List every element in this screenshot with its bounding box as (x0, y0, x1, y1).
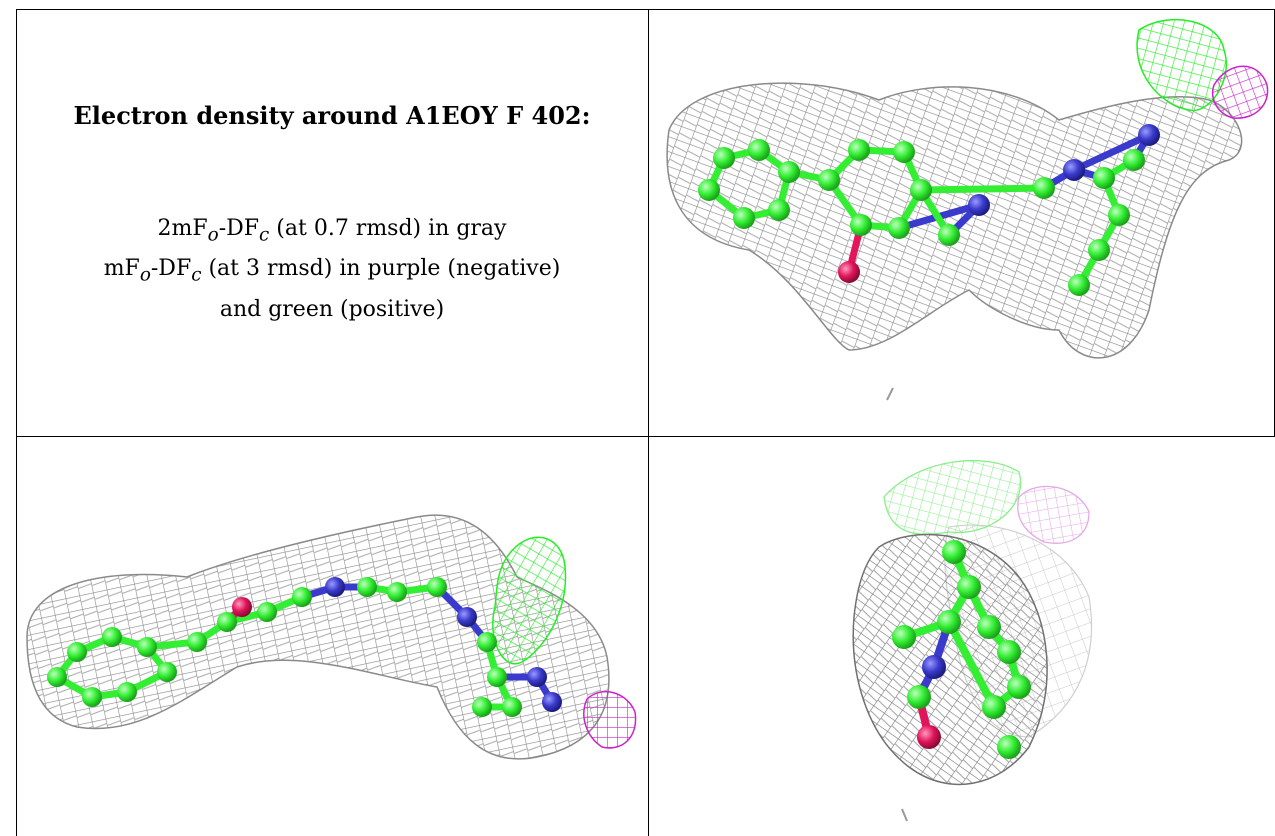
carbon-atom (713, 147, 735, 169)
carbon-atom (982, 695, 1006, 719)
carbon-atom (502, 697, 522, 717)
carbon-atom (818, 169, 840, 191)
carbon-atom (117, 682, 137, 702)
carbon-atom (977, 615, 1001, 639)
table-top-border (16, 9, 1275, 10)
nitrogen-atom (922, 655, 946, 679)
carbon-atom (938, 224, 960, 246)
ligand-density-image-1 (666, 18, 1269, 401)
bond-stick (917, 184, 1048, 194)
carbon-atom (487, 667, 507, 687)
carbon-atom (748, 139, 770, 161)
nitrogen-atom (542, 692, 562, 712)
carbon-atom (47, 667, 67, 687)
ligand-density-image-2 (26, 514, 637, 760)
carbon-atom (910, 179, 932, 201)
carbon-atom (957, 575, 981, 599)
carbon-atom (1093, 167, 1115, 189)
oxygen-atom (917, 725, 941, 749)
carbon-atom (257, 602, 277, 622)
carbon-atom (892, 625, 916, 649)
carbon-atom (137, 637, 157, 657)
carbon-atom (472, 697, 492, 717)
caption-line-2mfo: 2mFo-DFc (at 0.7 rmsd) in gray (157, 216, 507, 246)
bond-stick (945, 618, 998, 711)
carbon-atom (157, 662, 177, 682)
positive-density-mesh (492, 536, 567, 665)
carbon-atom (1123, 149, 1145, 171)
caption-line-colors: and green (positive) (219, 296, 445, 322)
carbon-atom (102, 627, 122, 647)
nitrogen-atom (325, 577, 345, 597)
bond-stick (1070, 131, 1153, 174)
carbon-atom (850, 214, 872, 236)
caption-line-mfo: mFo-DFc (at 3 rmsd) in purple (negative) (103, 256, 561, 286)
carbon-atom (942, 540, 966, 564)
carbon-atom (698, 179, 720, 201)
carbon-atom (1108, 204, 1130, 226)
oxygen-atom (838, 261, 860, 283)
table-center-border (648, 9, 649, 836)
gray-density-mesh (666, 82, 1243, 359)
carbon-atom (1068, 274, 1090, 296)
carbon-atom (187, 632, 207, 652)
carbon-atom (1033, 177, 1055, 199)
mesh-fragment (886, 387, 894, 401)
caption-description: 2mFo-DFc (at 0.7 rmsd) in gray mFo-DFc (… (16, 212, 648, 327)
carbon-atom (427, 577, 447, 597)
carbon-atom (1007, 675, 1031, 699)
carbon-atom (292, 587, 312, 607)
carbon-atom (907, 685, 931, 709)
carbon-atom (217, 612, 237, 632)
carbon-atom (477, 632, 497, 652)
table-middle-border (16, 436, 1275, 437)
carbon-atom (997, 735, 1021, 759)
nitrogen-atom (968, 194, 990, 216)
negative-density-mesh (583, 690, 637, 749)
carbon-atom (1088, 239, 1110, 261)
oxygen-atom (232, 597, 252, 617)
carbon-atom (997, 640, 1021, 664)
carbon-atom (848, 139, 870, 161)
carbon-atom (357, 577, 377, 597)
nitrogen-atom (527, 667, 547, 687)
carbon-atom (937, 610, 961, 634)
figure-table: Electron density around A1EOY F 402: 2mF… (16, 9, 1275, 836)
table-left-border (16, 9, 17, 836)
negative-density-mesh (1212, 65, 1269, 119)
nitrogen-atom (1138, 124, 1160, 146)
carbon-atom (733, 207, 755, 229)
carbon-atom (768, 199, 790, 221)
carbon-atom (888, 217, 910, 239)
carbon-atom (67, 642, 87, 662)
gray-density-mesh (852, 533, 1048, 786)
density-view-bottom-left (17, 437, 648, 836)
carbon-atom (387, 582, 407, 602)
density-view-bottom-right (649, 437, 1274, 836)
caption-cell: Electron density around A1EOY F 402: 2mF… (16, 9, 648, 436)
carbon-atom (893, 141, 915, 163)
negative-density-mesh (1017, 485, 1090, 544)
ligand-density-image-3 (852, 459, 1093, 822)
mesh-fragment (901, 808, 908, 822)
carbon-atom (778, 161, 800, 183)
nitrogen-atom (1063, 159, 1085, 181)
caption-title: Electron density around A1EOY F 402: (73, 101, 591, 130)
density-view-top-right (649, 10, 1274, 436)
nitrogen-atom (457, 607, 477, 627)
positive-density-mesh (883, 459, 1022, 535)
carbon-atom (82, 687, 102, 707)
